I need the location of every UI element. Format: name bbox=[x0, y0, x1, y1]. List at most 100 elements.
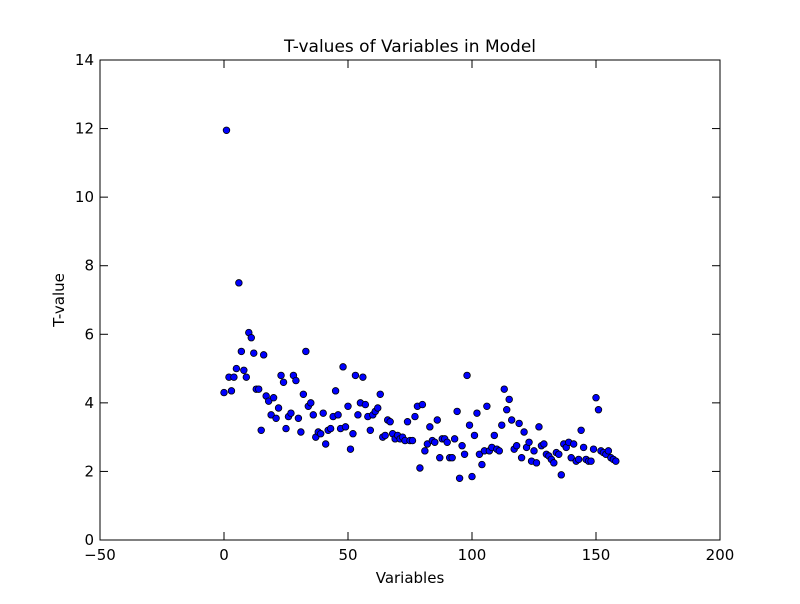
data-point bbox=[274, 404, 283, 412]
data-point bbox=[292, 376, 300, 385]
data-point bbox=[433, 416, 441, 424]
data-point bbox=[287, 409, 295, 417]
y-tick-label: 12 bbox=[75, 120, 94, 138]
data-point bbox=[431, 438, 439, 446]
data-point bbox=[475, 450, 484, 458]
data-point bbox=[532, 459, 541, 467]
y-tick-label: 14 bbox=[75, 51, 94, 69]
data-point bbox=[579, 443, 588, 452]
data-point bbox=[297, 428, 305, 436]
data-point bbox=[577, 426, 585, 434]
y-tick-label: 8 bbox=[84, 257, 94, 275]
data-point bbox=[550, 459, 558, 467]
data-point bbox=[349, 430, 357, 438]
data-point bbox=[366, 426, 375, 434]
data-point bbox=[351, 371, 360, 380]
data-point bbox=[317, 430, 325, 438]
data-point bbox=[594, 406, 603, 414]
data-point bbox=[418, 400, 427, 409]
data-point bbox=[604, 447, 613, 455]
data-point bbox=[354, 411, 362, 419]
data-point bbox=[282, 424, 290, 433]
data-point bbox=[321, 440, 330, 448]
data-point bbox=[525, 438, 533, 446]
data-point bbox=[500, 385, 508, 393]
data-point bbox=[346, 445, 355, 453]
data-point bbox=[423, 440, 432, 448]
y-tick-label: 0 bbox=[84, 531, 94, 549]
data-point bbox=[381, 431, 389, 440]
x-tick-label: 50 bbox=[338, 546, 357, 564]
data-point bbox=[242, 373, 251, 381]
data-point bbox=[277, 371, 285, 380]
data-point bbox=[535, 423, 543, 431]
data-point bbox=[307, 399, 315, 407]
x-tick-label: 150 bbox=[582, 546, 611, 564]
data-point bbox=[374, 404, 382, 412]
data-point bbox=[470, 431, 479, 440]
y-tick-label: 6 bbox=[84, 325, 94, 343]
data-point bbox=[460, 450, 469, 458]
data-point bbox=[269, 394, 278, 402]
data-point bbox=[259, 351, 268, 359]
chart-title: T-values of Variables in Model bbox=[283, 37, 536, 57]
data-point bbox=[468, 472, 476, 481]
data-point bbox=[507, 416, 516, 424]
data-point bbox=[567, 454, 575, 462]
data-point bbox=[331, 387, 340, 395]
data-point bbox=[587, 457, 595, 465]
data-point bbox=[376, 390, 384, 398]
x-axis-label: Variables bbox=[376, 569, 445, 587]
data-point bbox=[250, 349, 258, 357]
axes-frame bbox=[99, 59, 721, 541]
x-tick-label: 100 bbox=[458, 546, 487, 564]
x-tick-label: −50 bbox=[84, 546, 116, 564]
data-point bbox=[503, 406, 511, 414]
data-point bbox=[237, 347, 246, 356]
data-point bbox=[478, 460, 486, 469]
x-tick-label: 200 bbox=[706, 546, 735, 564]
data-point bbox=[319, 409, 327, 417]
data-point bbox=[267, 411, 275, 419]
data-point bbox=[222, 126, 231, 134]
data-point bbox=[255, 385, 263, 393]
data-point bbox=[334, 411, 342, 419]
data-point bbox=[279, 378, 288, 386]
data-point bbox=[498, 421, 506, 429]
data-point bbox=[589, 445, 598, 453]
data-point bbox=[240, 366, 248, 374]
x-tick-label: 0 bbox=[219, 546, 229, 564]
data-point bbox=[540, 440, 548, 448]
data-point bbox=[569, 440, 578, 448]
data-point bbox=[344, 402, 352, 410]
data-point bbox=[326, 424, 335, 433]
data-point bbox=[495, 447, 503, 455]
data-point bbox=[386, 418, 394, 426]
data-point bbox=[416, 464, 424, 472]
data-point bbox=[473, 409, 481, 417]
data-point bbox=[490, 431, 499, 440]
data-point bbox=[220, 388, 228, 397]
data-point bbox=[264, 397, 273, 405]
data-point bbox=[515, 419, 523, 428]
data-point bbox=[411, 412, 419, 421]
data-point bbox=[235, 279, 243, 287]
data-point bbox=[448, 454, 456, 462]
data-point bbox=[341, 423, 350, 431]
points-layer bbox=[220, 126, 620, 482]
data-point bbox=[443, 438, 451, 446]
data-point bbox=[458, 442, 466, 450]
data-point bbox=[257, 426, 265, 434]
data-point bbox=[453, 407, 461, 416]
data-point bbox=[574, 455, 583, 464]
data-point bbox=[299, 390, 308, 398]
data-point bbox=[426, 423, 434, 431]
data-point bbox=[465, 421, 474, 429]
data-point bbox=[557, 471, 565, 479]
data-point bbox=[421, 447, 429, 455]
data-point bbox=[436, 454, 444, 462]
data-point bbox=[555, 450, 563, 458]
